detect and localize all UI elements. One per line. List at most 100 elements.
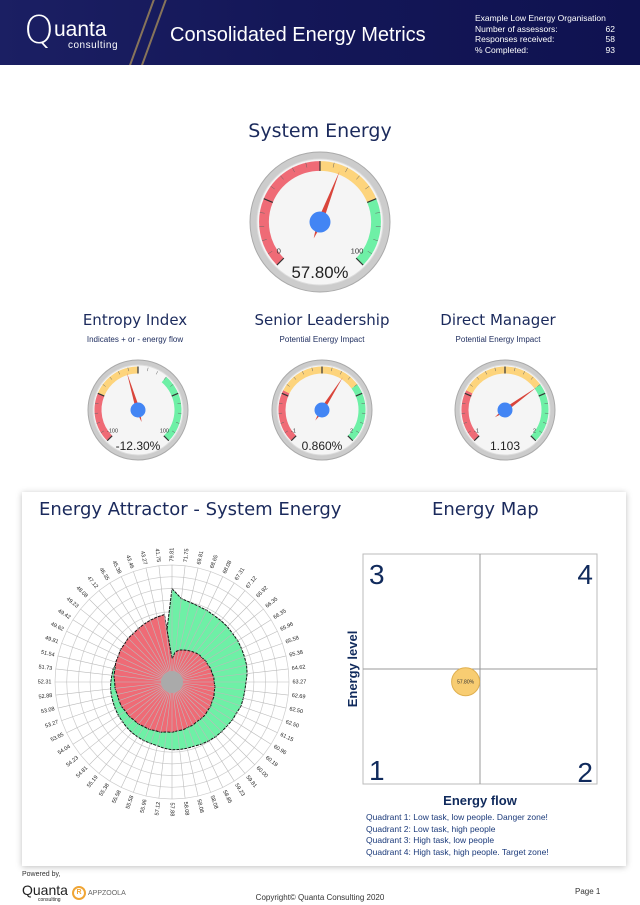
gauge-min-label: -100 <box>107 429 118 435</box>
stat-row: Number of assessors: 62 <box>475 24 615 35</box>
radar-category-label: 60.00 <box>255 765 269 779</box>
gauge-band <box>461 390 480 441</box>
gauge-tick <box>290 435 297 442</box>
gauge-tick <box>280 175 284 180</box>
radar-category-label: 53.65 <box>50 732 65 743</box>
gauge-tick <box>522 371 525 375</box>
radar-category-label: 58.08 <box>182 801 190 815</box>
gauge-tick <box>175 422 180 424</box>
radar-spoke <box>171 590 246 683</box>
gauge-tick <box>286 384 290 387</box>
energy-map-title: Energy Map <box>432 499 539 520</box>
gauge-tick <box>284 430 289 433</box>
radar-category-label: 57.88 <box>169 803 175 817</box>
gauge-tick <box>469 384 473 387</box>
gauge-tick <box>281 392 289 397</box>
radar-category-label: 66.35 <box>265 596 280 609</box>
gauge-min-label: 0 <box>277 247 281 256</box>
gauge-tick <box>305 162 308 168</box>
radar-spoke <box>171 655 287 683</box>
radar-spoke <box>120 681 173 788</box>
radar-category-label: 58.08 <box>209 795 219 810</box>
gauge-hub <box>314 402 330 418</box>
gauge-tick <box>476 376 480 380</box>
energy-attractor-radar: 79.81 71.75 69.81 68.65 68.08 67.3167.1266.92… <box>38 548 307 817</box>
radar-category-label: 67.12 <box>245 575 258 590</box>
radar-spoke <box>171 681 289 696</box>
radar-category-label: 55.58 <box>111 789 122 804</box>
radar-category-label: 65.38 <box>289 650 304 659</box>
footer-logo-text: Quanta <box>22 882 68 898</box>
radar-category-label: 55.19 <box>86 775 99 790</box>
system-energy-title: System Energy <box>248 120 392 142</box>
gauge-max-label: 100 <box>351 247 364 256</box>
radar-category-label: 53.08 <box>41 706 56 715</box>
gauge-tick <box>170 384 174 387</box>
stat-label: Number of assessors: <box>475 23 558 34</box>
gauge-tick <box>356 175 360 180</box>
gauge-tick <box>355 430 360 433</box>
quadrant-number: 1 <box>369 755 385 786</box>
radar-category-label: 64.62 <box>291 664 305 672</box>
radar-category-label: 55.38 <box>98 783 110 798</box>
radar-category-label: 47.12 <box>86 575 99 590</box>
radar-spoke <box>171 576 224 683</box>
radar-spoke <box>171 681 199 797</box>
radar-spoke <box>55 681 173 696</box>
radar-category-label: 58.08 <box>195 799 204 814</box>
radar-category-label: 60.96 <box>272 744 287 756</box>
radar-spoke <box>171 681 235 782</box>
radar-spoke <box>171 571 211 683</box>
gauge-tick <box>278 402 283 404</box>
gauge-tick <box>530 376 534 380</box>
stat-row: % Completed: 93 <box>475 45 615 56</box>
attractor-title: Energy Attractor - System Energy <box>39 499 342 520</box>
radar-spoke <box>171 599 255 683</box>
radar-category-label: 45.38 <box>111 560 122 575</box>
gauge-band <box>530 384 549 441</box>
gauge-tick <box>331 367 333 372</box>
radar-category-label: 49.81 <box>44 635 59 645</box>
radar-category-label: 43.46 <box>124 554 134 569</box>
radar-spoke <box>61 643 173 683</box>
radar-spoke <box>66 681 173 734</box>
radar-category-label: 57.12 <box>154 801 162 815</box>
gauge-tick <box>94 402 99 404</box>
gauge-value: 57.80% <box>292 263 349 282</box>
page-title: Consolidated Energy Metrics <box>170 24 426 46</box>
gauge-tick <box>464 392 472 397</box>
radar-spoke <box>89 681 173 765</box>
gauge-tick <box>280 422 285 424</box>
map-bubble-label: 57.80% <box>457 680 475 686</box>
gauge-band <box>283 366 358 394</box>
gauge-tick <box>347 435 354 442</box>
stat-value: 62 <box>605 23 615 34</box>
radar-spoke <box>171 668 289 683</box>
map-bubble <box>451 667 481 697</box>
gauge-tick <box>332 162 335 168</box>
gauge-tick <box>461 402 466 404</box>
quadrant-4-desc: Quadrant 4: High task, high people. Targ… <box>366 846 549 857</box>
gauge-tick <box>375 212 381 214</box>
gauge-tick <box>106 435 113 442</box>
radar-spoke <box>55 668 173 683</box>
radar-category-label: 52.88 <box>38 693 52 701</box>
radar-spoke <box>109 681 173 782</box>
map-x-label: Energy flow <box>443 793 518 808</box>
entropy-index-title: Entropy Index <box>82 311 188 329</box>
radar-spoke <box>171 567 199 683</box>
gauge-tick <box>118 371 121 375</box>
radar-category-label: 63.27 <box>293 679 307 685</box>
gauge-tick <box>311 367 313 372</box>
quanta-logo: Q uanta consulting <box>24 11 118 51</box>
footer-logo-sub: consulting <box>38 897 61 903</box>
gauge-tick <box>276 257 285 266</box>
quadrant-number: 2 <box>577 757 593 788</box>
radar-spoke <box>80 608 173 683</box>
gauge-min-label: -1 <box>474 429 479 435</box>
survey-info: Example Low Energy Organisation Number o… <box>475 13 615 55</box>
gauge-value: 1.103 <box>490 439 520 453</box>
direct-manager-title: Direct Manager <box>440 311 556 329</box>
gauge-tick <box>361 402 366 404</box>
radar-category-label: 79.81 <box>169 548 175 562</box>
